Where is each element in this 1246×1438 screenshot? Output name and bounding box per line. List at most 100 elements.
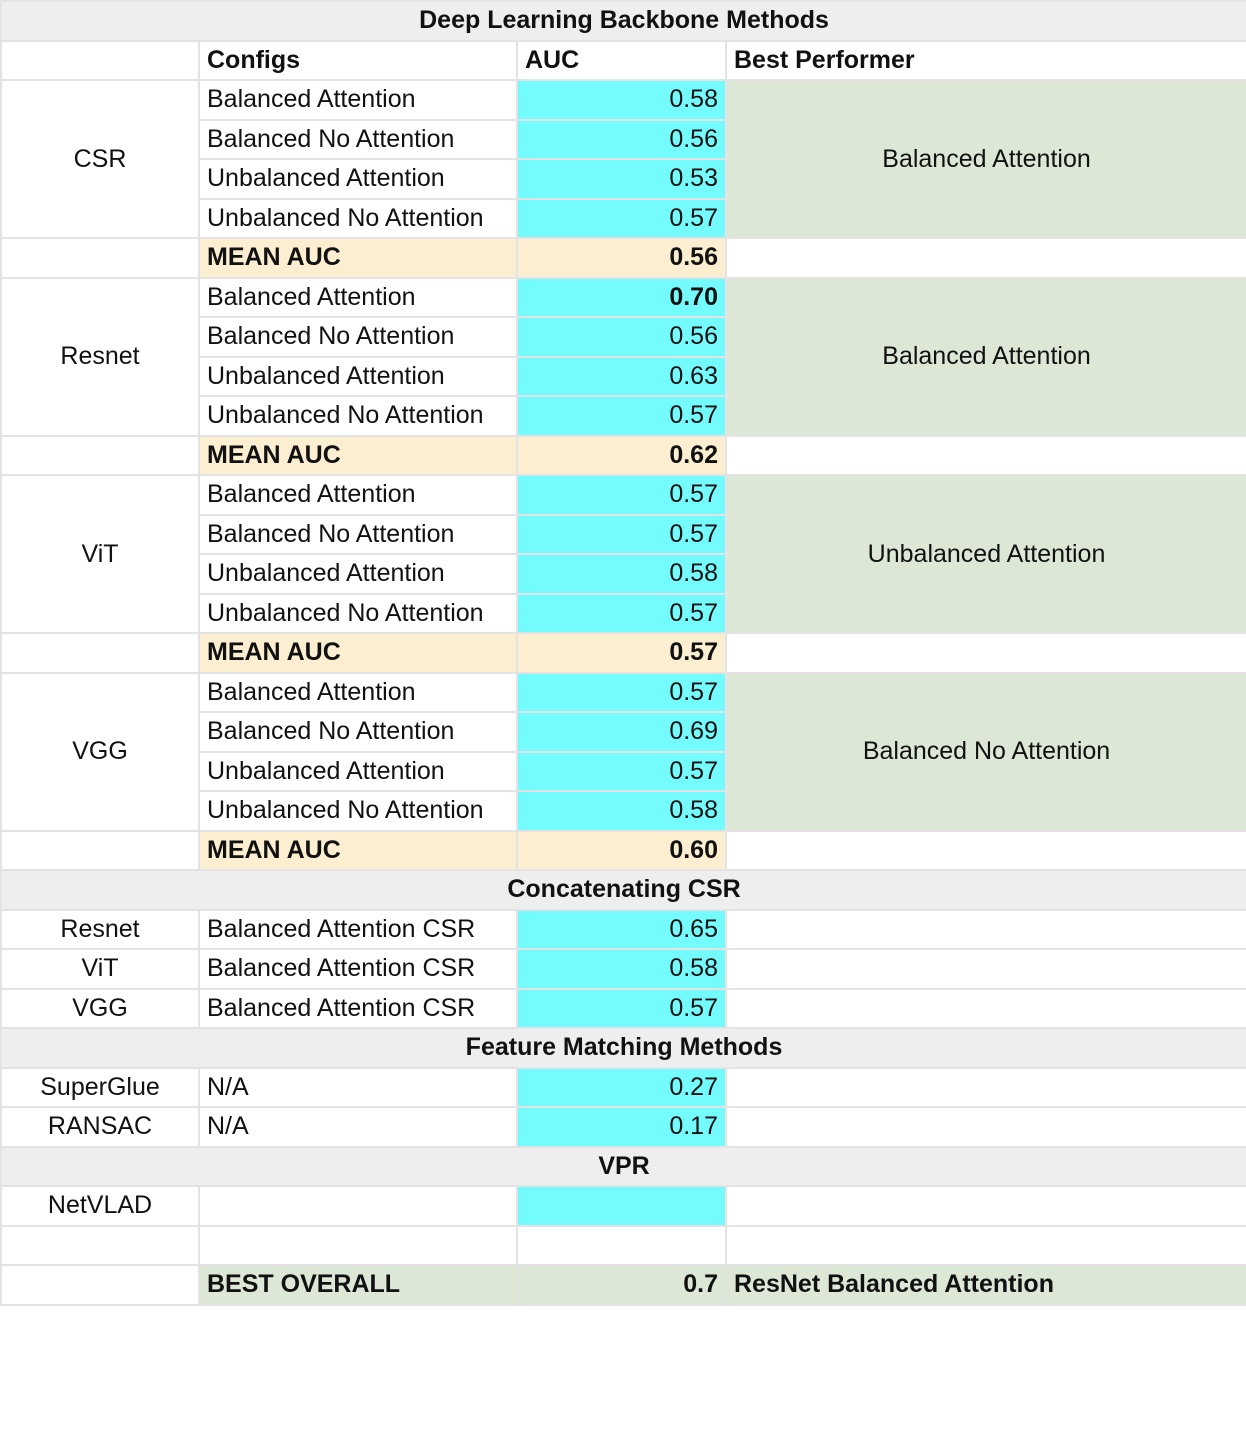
config-cell[interactable]: Balanced Attention <box>198 474 518 516</box>
empty-cell[interactable] <box>0 237 200 279</box>
feature-section-title[interactable]: Feature Matching Methods <box>0 1027 1246 1069</box>
empty-cell[interactable] <box>724 829 1246 871</box>
best-overall-method[interactable]: ResNet Balanced Attention <box>724 1264 1246 1306</box>
auc-cell[interactable]: 0.57 <box>516 513 727 555</box>
auc-cell[interactable]: 0.63 <box>516 355 727 397</box>
best-performer-cell[interactable]: Unbalanced Attention <box>724 474 1246 634</box>
concat-section-title[interactable]: Concatenating CSR <box>0 869 1246 911</box>
method-cell[interactable]: RANSAC <box>0 1106 200 1148</box>
empty-cell[interactable] <box>724 987 1246 1029</box>
auc-cell[interactable]: 0.53 <box>516 158 727 200</box>
best-performer-cell[interactable]: Balanced No Attention <box>724 671 1246 832</box>
config-cell[interactable]: Unbalanced Attention <box>198 158 518 200</box>
table-row: Balanced No Attention 0.56 <box>1 118 1246 160</box>
config-cell[interactable]: Balanced Attention CSR <box>198 948 518 990</box>
best-overall-row: BEST OVERALL 0.7 ResNet Balanced Attention <box>0 1264 1246 1306</box>
auc-cell[interactable]: 0.57 <box>516 197 727 239</box>
config-cell[interactable]: Balanced Attention <box>198 671 518 713</box>
header-best-performer[interactable]: Best Performer <box>724 39 1246 81</box>
best-performer-cell[interactable]: Balanced Attention <box>724 79 1246 239</box>
config-cell[interactable]: Unbalanced No Attention <box>198 592 518 634</box>
config-cell[interactable]: Balanced Attention <box>198 276 518 318</box>
empty-cell[interactable] <box>724 1224 1246 1266</box>
auc-cell[interactable]: 0.57 <box>516 987 727 1029</box>
backbone-name-cell[interactable]: Resnet <box>0 276 200 437</box>
auc-cell[interactable]: 0.57 <box>516 592 727 634</box>
auc-cell[interactable]: 0.17 <box>516 1106 727 1148</box>
empty-cell[interactable] <box>724 948 1246 990</box>
mean-auc-value[interactable]: 0.56 <box>516 237 727 279</box>
header-configs[interactable]: Configs <box>198 39 518 81</box>
empty-cell[interactable] <box>198 1224 518 1266</box>
empty-cell[interactable] <box>724 237 1246 279</box>
auc-cell[interactable]: 0.27 <box>516 1066 727 1108</box>
mean-auc-label[interactable]: MEAN AUC <box>198 434 518 476</box>
auc-cell[interactable]: 0.56 <box>516 118 727 160</box>
config-cell[interactable]: Balanced No Attention <box>198 513 518 555</box>
empty-cell[interactable] <box>724 908 1246 950</box>
empty-cell[interactable] <box>724 1185 1246 1227</box>
config-cell[interactable]: N/A <box>198 1066 518 1108</box>
config-cell[interactable]: Balanced Attention <box>198 79 518 121</box>
auc-cell[interactable]: 0.57 <box>516 474 727 516</box>
config-cell[interactable]: Unbalanced No Attention <box>198 395 518 437</box>
config-cell[interactable]: Balanced Attention CSR <box>198 908 518 950</box>
config-cell[interactable]: Unbalanced No Attention <box>198 197 518 239</box>
empty-cell[interactable] <box>724 434 1246 476</box>
auc-cell[interactable] <box>516 1185 727 1227</box>
mean-auc-label[interactable]: MEAN AUC <box>198 829 518 871</box>
method-cell[interactable]: ViT <box>0 948 200 990</box>
config-cell[interactable]: Unbalanced Attention <box>198 355 518 397</box>
auc-cell[interactable]: 0.57 <box>516 395 727 437</box>
empty-cell[interactable] <box>724 1106 1246 1148</box>
auc-cell[interactable]: 0.57 <box>516 750 727 792</box>
config-cell[interactable]: N/A <box>198 1106 518 1148</box>
auc-cell[interactable]: 0.58 <box>516 790 727 832</box>
empty-cell[interactable] <box>0 434 200 476</box>
section-row: Concatenating CSR <box>0 869 1246 911</box>
config-cell[interactable]: Balanced No Attention <box>198 711 518 753</box>
empty-cell[interactable] <box>0 632 200 674</box>
auc-cell[interactable]: 0.65 <box>516 908 727 950</box>
config-cell[interactable]: Balanced Attention CSR <box>198 987 518 1029</box>
empty-cell[interactable] <box>516 1224 727 1266</box>
header-empty-cell[interactable] <box>0 39 200 81</box>
auc-cell[interactable]: 0.57 <box>516 671 727 713</box>
mean-auc-label[interactable]: MEAN AUC <box>198 237 518 279</box>
empty-cell[interactable] <box>724 1066 1246 1108</box>
method-cell[interactable]: SuperGlue <box>0 1066 200 1108</box>
best-overall-value[interactable]: 0.7 <box>516 1264 727 1306</box>
mean-auc-value[interactable]: 0.62 <box>516 434 727 476</box>
empty-cell[interactable] <box>0 829 200 871</box>
auc-cell[interactable]: 0.58 <box>516 553 727 595</box>
config-cell[interactable]: Unbalanced Attention <box>198 750 518 792</box>
backbone-name-cell[interactable]: CSR <box>0 79 200 239</box>
config-cell[interactable]: Balanced No Attention <box>198 118 518 160</box>
method-cell[interactable]: VGG <box>0 987 200 1029</box>
vpr-section-title[interactable]: VPR <box>0 1145 1246 1187</box>
auc-cell[interactable]: 0.70 <box>516 276 727 318</box>
empty-cell[interactable] <box>724 632 1246 674</box>
auc-cell[interactable]: 0.56 <box>516 316 727 358</box>
config-cell[interactable]: Balanced No Attention <box>198 316 518 358</box>
auc-cell[interactable]: 0.58 <box>516 79 727 121</box>
config-cell[interactable]: Unbalanced Attention <box>198 553 518 595</box>
mean-auc-value[interactable]: 0.57 <box>516 632 727 674</box>
best-overall-label[interactable]: BEST OVERALL <box>198 1264 518 1306</box>
section-row: VPR <box>0 1145 1246 1187</box>
empty-cell[interactable] <box>0 1264 200 1306</box>
table-title[interactable]: Deep Learning Backbone Methods <box>0 0 1246 42</box>
config-cell[interactable]: Unbalanced No Attention <box>198 790 518 832</box>
best-performer-cell[interactable]: Balanced Attention <box>724 276 1246 437</box>
method-cell[interactable]: Resnet <box>0 908 200 950</box>
header-auc[interactable]: AUC <box>516 39 727 81</box>
backbone-name-cell[interactable]: VGG <box>0 671 200 832</box>
mean-auc-label[interactable]: MEAN AUC <box>198 632 518 674</box>
method-cell[interactable]: NetVLAD <box>0 1185 200 1227</box>
empty-cell[interactable] <box>0 1224 200 1266</box>
backbone-name-cell[interactable]: ViT <box>0 474 200 634</box>
auc-cell[interactable]: 0.58 <box>516 948 727 990</box>
auc-cell[interactable]: 0.69 <box>516 711 727 753</box>
config-cell[interactable] <box>198 1185 518 1227</box>
mean-auc-value[interactable]: 0.60 <box>516 829 727 871</box>
